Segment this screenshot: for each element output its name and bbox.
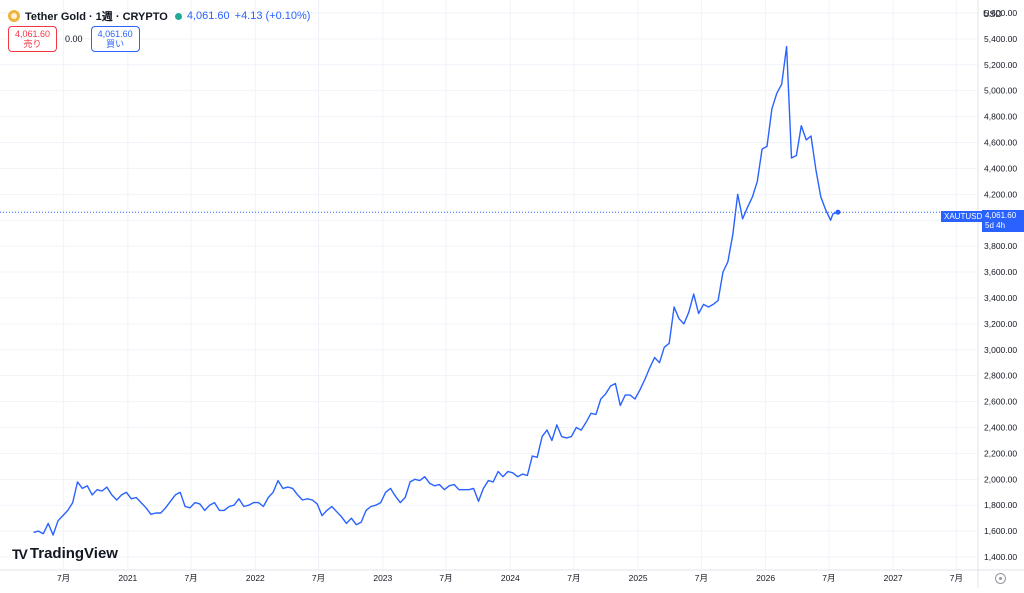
x-tick-label: 2026 <box>756 573 775 583</box>
y-tick-label: 5,600.00 <box>984 8 1017 18</box>
last-price-box: 4,061.60 5d 4h <box>982 210 1024 232</box>
tradingview-logo[interactable]: TV TradingView <box>12 545 118 562</box>
y-tick-label: 3,400.00 <box>984 293 1017 303</box>
y-tick-label: 5,400.00 <box>984 34 1017 44</box>
x-tick-label: 2021 <box>118 573 137 583</box>
y-tick-label: 4,600.00 <box>984 138 1017 148</box>
sell-button[interactable]: 4,061.60 売り <box>8 26 58 52</box>
price-series-line <box>33 45 839 536</box>
x-tick-label: 7月 <box>950 573 963 583</box>
x-tick-label: 7月 <box>312 573 325 583</box>
last-price-label: 4,061.60 <box>985 211 1017 220</box>
y-tick-label: 3,000.00 <box>984 345 1017 355</box>
y-tick-label: 2,400.00 <box>984 423 1017 433</box>
x-tick-label: 2024 <box>501 573 520 583</box>
buy-price: 4,061.60 <box>97 29 133 39</box>
currency-label[interactable]: USD <box>982 9 1002 19</box>
x-tick-label: 7月 <box>184 573 197 583</box>
x-tick-label: 7月 <box>57 573 70 583</box>
y-tick-label: 4,400.00 <box>984 163 1017 173</box>
coin-icon <box>8 10 20 22</box>
market-status-icon <box>174 12 182 20</box>
y-tick-label: 2,600.00 <box>984 397 1017 407</box>
x-tick-label: 7月 <box>822 573 835 583</box>
bar-countdown: 5d 4h <box>985 221 1006 230</box>
y-tick-label: 1,400.00 <box>984 552 1017 562</box>
x-tick-label: 2022 <box>246 573 265 583</box>
spread-value: 0.00 <box>65 34 83 44</box>
symbol-header: Tether Gold · 1週 · CRYPTO 4,061.60 +4.13… <box>8 8 310 24</box>
x-tick-label: 2023 <box>373 573 392 583</box>
sell-label: 売り <box>23 39 42 49</box>
y-tick-label: 1,600.00 <box>984 526 1017 536</box>
y-tick-label: 3,600.00 <box>984 267 1017 277</box>
y-tick-label: 3,200.00 <box>984 319 1017 329</box>
y-tick-label: 2,800.00 <box>984 371 1017 381</box>
y-tick-label: 3,800.00 <box>984 241 1017 251</box>
x-tick-label: 7月 <box>439 573 452 583</box>
header-price: 4,061.60 <box>186 10 230 22</box>
sell-price: 4,061.60 <box>15 29 51 39</box>
x-tick-label: 7月 <box>695 573 708 583</box>
y-tick-label: 5,200.00 <box>984 60 1017 70</box>
header-change: +4.13 (+0.10%) <box>234 10 311 22</box>
tradingview-logo-icon: TV <box>12 545 28 562</box>
y-tick-label: 2,000.00 <box>984 474 1017 484</box>
y-tick-label: 2,200.00 <box>984 448 1017 458</box>
last-price-dot <box>835 209 841 215</box>
x-tick-label: 2027 <box>884 573 903 583</box>
symbol-title[interactable]: Tether Gold · 1週 · CRYPTO <box>25 11 168 23</box>
y-tick-label: 4,200.00 <box>984 189 1017 199</box>
buy-label: 買い <box>106 39 125 49</box>
x-tick-label: 7月 <box>567 573 580 583</box>
trade-panel: 4,061.60 売り 0.00 4,061.60 買い <box>8 26 140 52</box>
x-tick-label: 2025 <box>629 573 648 583</box>
y-tick-label: 4,800.00 <box>984 112 1017 122</box>
settings-icon[interactable] <box>995 573 1006 584</box>
y-tick-label: 5,000.00 <box>984 86 1017 96</box>
y-tick-label: 1,800.00 <box>984 500 1017 510</box>
symbol-price-tag: XAUTUSD <box>941 211 986 222</box>
tradingview-logo-text: TradingView <box>29 545 118 562</box>
buy-button[interactable]: 4,061.60 買い <box>90 26 140 52</box>
